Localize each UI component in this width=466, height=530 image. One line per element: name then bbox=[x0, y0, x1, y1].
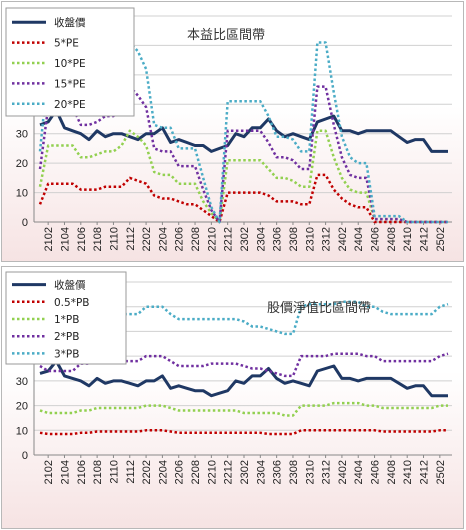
pb-x-tick-label: 2202 bbox=[141, 460, 153, 484]
pb-x-tick-label: 2210 bbox=[206, 460, 218, 484]
pe-legend-label-4: 20*PE bbox=[54, 99, 86, 111]
pe-series-line-2 bbox=[38, 129, 448, 224]
pe-legend-label-3: 15*PE bbox=[54, 78, 86, 90]
pe-x-tick-label: 2312 bbox=[321, 227, 333, 251]
pe-x-tick-label: 2202 bbox=[141, 227, 153, 251]
pb-legend-label-1: 0.5*PB bbox=[54, 297, 89, 309]
pe-x-tick-label: 2104 bbox=[59, 227, 71, 251]
pb-x-tick-label: 2406 bbox=[370, 460, 382, 484]
pe-chart-title: 本益比區間帶 bbox=[187, 28, 265, 43]
pb-x-tick-label: 2208 bbox=[190, 460, 202, 484]
pb-x-tick-label: 2110 bbox=[108, 460, 120, 484]
pe-x-tick-label: 2502 bbox=[435, 227, 447, 251]
pe-x-tick-label: 2304 bbox=[255, 227, 267, 251]
pe-x-tick-label: 2112 bbox=[125, 227, 137, 251]
pe-x-tick-label: 2410 bbox=[402, 227, 414, 251]
pe-x-tick-label: 2406 bbox=[370, 227, 382, 251]
pb-series-line-2 bbox=[39, 401, 448, 417]
pb-legend-label-2: 1*PB bbox=[54, 314, 79, 326]
pb-x-tick-label: 2410 bbox=[402, 460, 414, 484]
pb-legend-label-0: 收盤價 bbox=[54, 279, 86, 292]
pb-x-tick-label: 2104 bbox=[59, 460, 71, 484]
pe-x-tick-label: 2310 bbox=[304, 227, 316, 251]
pe-x-tick-label: 2404 bbox=[353, 227, 365, 251]
pb-x-tick-label: 2408 bbox=[386, 460, 398, 484]
pb-x-tick-label: 2112 bbox=[125, 460, 137, 484]
pb-x-tick-label: 2402 bbox=[337, 460, 349, 484]
pe-x-tick-label: 2204 bbox=[157, 227, 169, 251]
pb-x-tick-label: 2302 bbox=[239, 460, 251, 484]
pe-legend: 收盤價 5*PE 10*PE 15*PE 20*PE bbox=[5, 7, 135, 117]
pe-x-tick-label: 2210 bbox=[206, 227, 218, 251]
pb-legend-box bbox=[5, 271, 127, 365]
pb-chart-title: 股價淨值比區間帶 bbox=[267, 300, 371, 316]
pb-band-chart-panel: 0102030405060702102210421062108211021122… bbox=[1, 266, 464, 529]
pe-series-line-0 bbox=[39, 108, 448, 153]
pe-series-line-4 bbox=[38, 41, 448, 224]
pe-x-tick-label: 2402 bbox=[337, 227, 349, 251]
pe-y-tick-label: 30 bbox=[16, 129, 28, 141]
pb-legend: 收盤價 0.5*PB 1*PB 2*PB 3*PB bbox=[5, 271, 127, 365]
pb-x-tick-label: 2212 bbox=[223, 460, 235, 484]
pb-series-line-3 bbox=[39, 352, 449, 378]
pb-legend-label-4: 3*PB bbox=[54, 348, 79, 360]
pb-x-tick-label: 2310 bbox=[304, 460, 316, 484]
pb-x-tick-label: 2404 bbox=[353, 460, 365, 484]
pb-y-tick-label: 10 bbox=[16, 425, 28, 437]
pe-band-chart: 0102030405060702102210421062108211021122… bbox=[5, 7, 452, 251]
pe-x-tick-label: 2108 bbox=[92, 227, 104, 251]
pb-x-tick-label: 2206 bbox=[174, 460, 186, 484]
pe-x-tick-label: 2308 bbox=[288, 227, 300, 251]
pb-x-tick-label: 2312 bbox=[321, 460, 333, 484]
pe-x-tick-label: 2102 bbox=[43, 227, 55, 251]
pe-legend-label-0: 收盤價 bbox=[54, 16, 86, 29]
pe-band-chart-panel: 0102030405060702102210421062108211021122… bbox=[1, 1, 464, 262]
pb-x-tick-label: 2308 bbox=[288, 460, 300, 484]
pe-y-tick-label: 10 bbox=[16, 188, 28, 200]
pe-y-tick-label: 0 bbox=[22, 217, 28, 229]
pb-x-tick-label: 2502 bbox=[435, 460, 447, 484]
pe-legend-label-1: 5*PE bbox=[54, 38, 79, 50]
pb-series-line-0 bbox=[39, 359, 448, 398]
pb-x-tick-label: 2306 bbox=[272, 460, 284, 484]
pb-x-tick-label: 2412 bbox=[419, 460, 431, 484]
pe-x-tick-label: 2412 bbox=[419, 227, 431, 251]
pe-x-tick-label: 2206 bbox=[174, 227, 186, 251]
pb-y-tick-label: 20 bbox=[16, 401, 28, 413]
pb-y-tick-label: 30 bbox=[16, 376, 28, 388]
pe-x-tick-label: 2408 bbox=[386, 227, 398, 251]
pe-legend-label-2: 10*PE bbox=[54, 58, 86, 70]
pb-series-line-1 bbox=[39, 429, 448, 436]
pe-series-line-1 bbox=[38, 173, 448, 224]
pe-x-tick-label: 2306 bbox=[272, 227, 284, 251]
pe-y-tick-label: 20 bbox=[16, 158, 28, 170]
pb-x-tick-label: 2204 bbox=[157, 460, 169, 484]
pb-x-tick-label: 2304 bbox=[255, 460, 267, 484]
pe-x-tick-label: 2212 bbox=[223, 227, 235, 251]
pb-x-tick-label: 2106 bbox=[76, 460, 88, 484]
pe-x-tick-label: 2106 bbox=[76, 227, 88, 251]
pb-y-tick-label: 0 bbox=[22, 450, 28, 462]
pe-x-tick-label: 2302 bbox=[239, 227, 251, 251]
pe-x-tick-label: 2208 bbox=[190, 227, 202, 251]
pb-x-tick-label: 2108 bbox=[92, 460, 104, 484]
pb-series-line-4 bbox=[39, 300, 449, 336]
pb-legend-label-3: 2*PB bbox=[54, 331, 79, 343]
pb-x-tick-label: 2102 bbox=[43, 460, 55, 484]
pe-x-tick-label: 2110 bbox=[108, 227, 120, 251]
pb-band-chart: 0102030405060702102210421062108211021122… bbox=[5, 271, 452, 484]
